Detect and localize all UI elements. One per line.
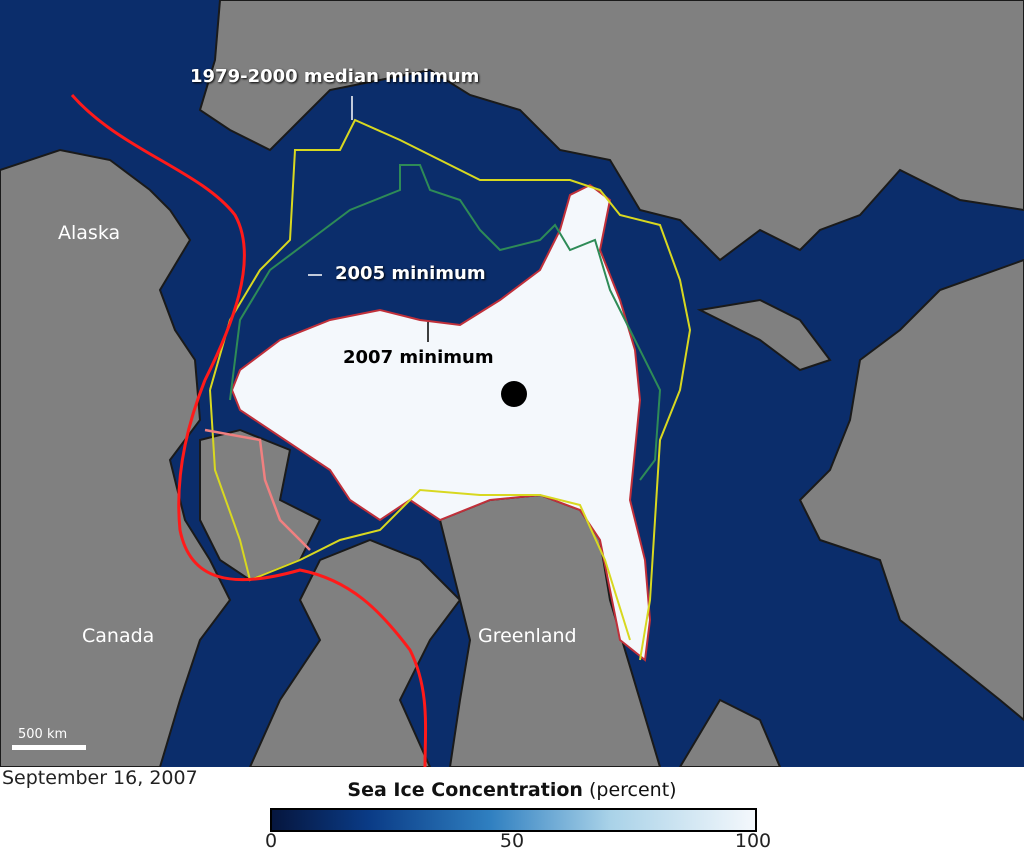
label-alaska: Alaska xyxy=(58,222,121,244)
2005-minimum-line xyxy=(229,164,662,481)
land-svalbard xyxy=(696,298,832,372)
label-canada: Canada xyxy=(82,625,155,647)
label-greenland: Greenland xyxy=(478,625,577,647)
colorbar-tick-50: 50 xyxy=(499,830,525,852)
colorbar-tick-100: 100 xyxy=(734,830,772,852)
northwest-passage-alt-route xyxy=(204,428,311,551)
land-alaska xyxy=(0,148,232,767)
north-pole-marker xyxy=(501,381,527,407)
land-canada-archipelago xyxy=(199,428,462,767)
concentration-colorbar xyxy=(270,808,757,832)
scale-bar xyxy=(12,745,86,750)
scale-bar-label: 500 km xyxy=(18,727,68,742)
2005-minimum-label: 2005 minimum xyxy=(335,263,486,284)
sea-ice-extent xyxy=(230,183,652,662)
land-europe xyxy=(798,258,1024,722)
northwest-passage-route xyxy=(70,94,428,767)
date-label: September 16, 2007 xyxy=(2,767,198,789)
median-minimum-line xyxy=(209,118,692,661)
land-siberia xyxy=(198,0,1024,262)
colorbar-tick-0: 0 xyxy=(264,830,278,852)
median-minimum-label: 1979-2000 median minimum xyxy=(190,66,480,87)
legend-title-text: Sea Ice Concentration xyxy=(347,779,583,801)
2007-minimum-label: 2007 minimum xyxy=(343,347,494,368)
legend-title: Sea Ice Concentration (percent) xyxy=(0,779,1024,801)
land-scandinavia-bottom xyxy=(678,698,782,767)
arctic-sea-ice-map xyxy=(0,0,1024,767)
legend-unit: (percent) xyxy=(588,779,677,801)
